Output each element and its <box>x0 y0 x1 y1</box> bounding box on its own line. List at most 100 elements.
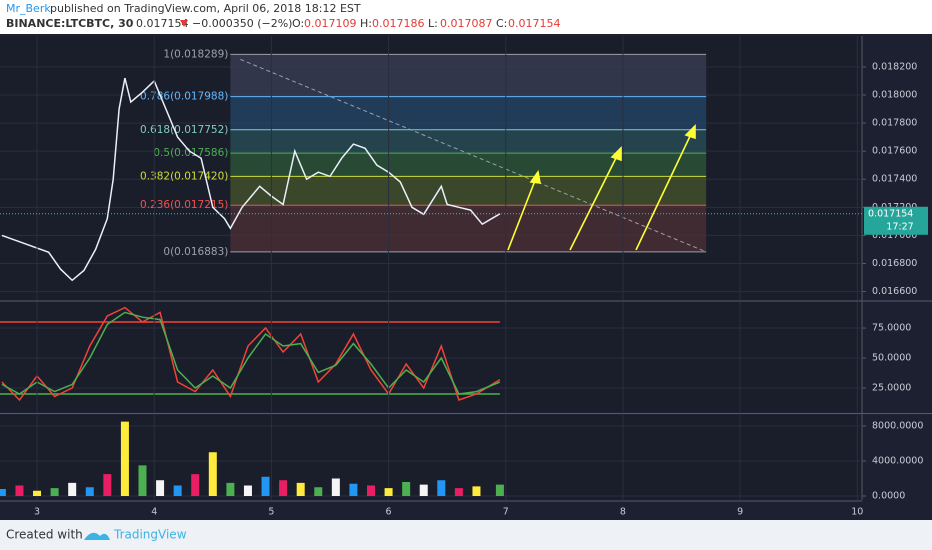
volume-bar <box>419 484 428 497</box>
x-tick-label: 9 <box>737 507 743 518</box>
volume-bar <box>296 482 305 497</box>
published: published on TradingView.com, April 06, … <box>50 2 361 15</box>
arrows <box>507 124 696 251</box>
ohlc-label: L: <box>428 17 438 30</box>
volume-bar <box>156 480 165 497</box>
tv-logo <box>84 532 110 540</box>
ohlc-label: C: <box>496 17 507 30</box>
volume-bar <box>472 486 481 497</box>
y-tick-label: 0.018000 <box>872 89 917 100</box>
arrow <box>569 153 619 251</box>
x-tick-label: 4 <box>151 507 157 518</box>
volume-pane <box>0 415 862 500</box>
y-tick-label: 0.017600 <box>872 146 917 157</box>
volume-bar <box>367 485 376 497</box>
fib-label: 0.786(0.017988) <box>140 91 228 103</box>
fib-band <box>230 129 707 154</box>
volume-bar <box>349 483 358 497</box>
y-tick-label: 4000.0000 <box>872 456 923 467</box>
fib-label: 1(0.018289) <box>163 48 228 60</box>
x-tick-label: 7 <box>503 507 509 518</box>
y-tick-label: 0.016800 <box>872 258 917 269</box>
volume-bar <box>191 474 200 497</box>
fib-band <box>230 96 707 130</box>
ohlc-value: 0.017186 <box>372 17 425 30</box>
countdown: 17:27 <box>886 221 913 232</box>
volume-bar <box>68 482 77 497</box>
volume-bar <box>15 485 24 497</box>
volume-bar <box>103 474 112 497</box>
volume-bar <box>331 478 340 497</box>
x-tick-label: 10 <box>851 507 863 518</box>
volume-bar <box>138 465 147 497</box>
arrow-head <box>529 169 541 184</box>
arrow <box>635 131 693 251</box>
fib-band <box>230 54 707 97</box>
y-tick-label: 25.0000 <box>872 383 911 394</box>
volume-bar <box>0 489 6 497</box>
fib-band <box>230 153 707 177</box>
marks: 1(0.018289) 0.786(0.017988) 0.618(0.017752… <box>0 36 862 500</box>
volume-bar <box>437 480 446 497</box>
y-tick-label: 0.018200 <box>872 61 917 72</box>
symbol: BINANCE:LTCBTC, 30 <box>6 17 134 30</box>
arrow-head <box>684 124 696 140</box>
volume-bar <box>33 490 42 497</box>
volume-bar <box>208 452 217 497</box>
fib-label: 0.618(0.017752) <box>140 124 228 136</box>
y-tick-label: 0.0000 <box>872 491 905 502</box>
x-tick-label: 3 <box>34 507 40 518</box>
fib-band <box>230 176 707 206</box>
y-tick-label: 50.0000 <box>872 353 911 364</box>
volume-bar <box>495 484 504 497</box>
volume-bar <box>50 488 59 497</box>
y-tick-label: 8000.0000 <box>872 420 923 431</box>
author[interactable]: Mr_Berk <box>6 2 51 15</box>
y-tick-label: 0.016600 <box>872 286 917 297</box>
volume-bar <box>261 476 270 497</box>
x-tick-label: 8 <box>620 507 626 518</box>
series-line <box>1 311 501 395</box>
footer-brand[interactable]: TradingView <box>113 528 187 542</box>
y-tick-label: 0.017400 <box>872 174 917 185</box>
ohlc: O: 0.017109 H: 0.017186 L: 0.017087 C: 0.017154 <box>292 17 561 30</box>
down-arrow <box>180 20 188 27</box>
fib-label: 0.382(0.017420) <box>140 170 228 182</box>
volume-bar <box>279 480 288 497</box>
fib-label: 0(0.016883) <box>163 246 228 258</box>
volume-bar <box>384 488 393 497</box>
volume-bar <box>173 485 182 497</box>
ohlc-label: H: <box>360 17 372 30</box>
series-line <box>1 306 501 402</box>
volume-bar <box>402 482 411 497</box>
fib-band <box>230 205 707 252</box>
ohlc-label: O: <box>292 17 304 30</box>
footer-bar <box>0 520 932 550</box>
price-tag-bg <box>864 206 928 235</box>
osc-pane <box>0 302 862 412</box>
y-tick-label: 0.017000 <box>872 230 917 241</box>
change: −0.000350 (−2%) <box>192 17 292 30</box>
volume-bar <box>120 421 129 497</box>
footer-created: Created with <box>6 528 83 542</box>
price-tag: 0.017154 <box>868 208 913 219</box>
volume-bar <box>454 488 463 497</box>
header-bar <box>0 0 932 34</box>
ohlc-value: 0.017087 <box>440 17 493 30</box>
series-line <box>1 77 501 282</box>
volume-bar <box>226 482 235 497</box>
y-tick-label: 75.0000 <box>872 323 911 334</box>
x-tick-label: 6 <box>386 507 392 518</box>
last-price: 0.017154 <box>136 17 189 30</box>
fib-label: 0.236(0.017215) <box>140 199 228 211</box>
fib-label: 0.5(0.017586) <box>153 147 228 159</box>
ohlc-value: 0.017154 <box>508 17 561 30</box>
x-tick-label: 5 <box>268 507 274 518</box>
volume-bar <box>85 487 94 497</box>
volume-bar <box>314 487 323 497</box>
arrow-head <box>610 146 622 162</box>
arrow <box>507 177 537 251</box>
y-tick-label: 0.017800 <box>872 118 917 129</box>
